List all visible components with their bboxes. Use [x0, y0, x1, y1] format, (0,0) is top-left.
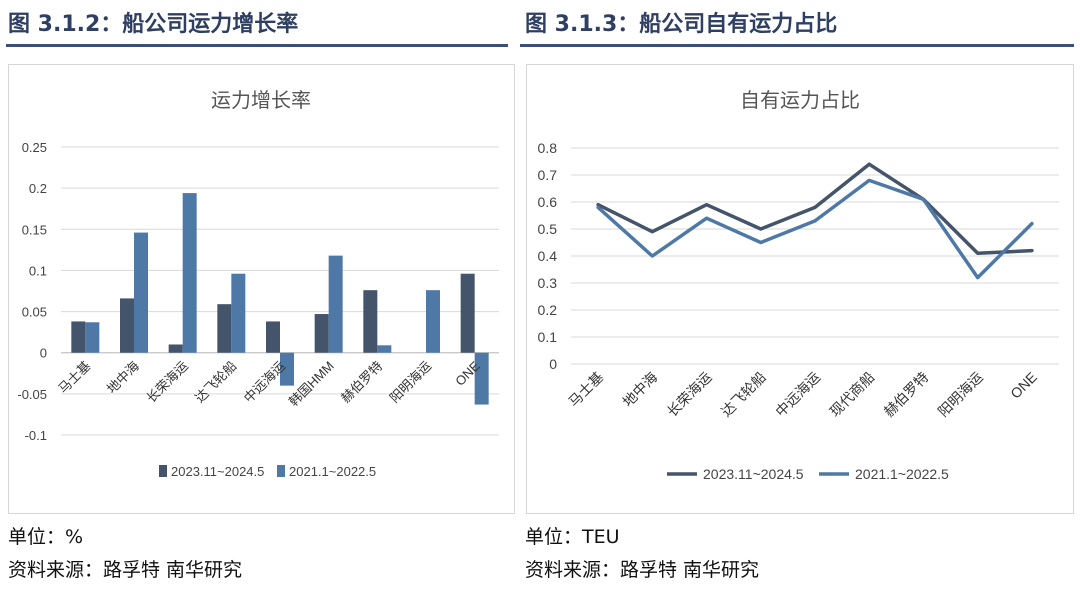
bar [182, 193, 197, 353]
growth-bar-chart: 运力增长率 -0.1 -0.05 0 0.05 0.1 0.15 0.2 0.25 马士基 地中海长… [17, 89, 499, 479]
ratio-line-chart: 自有运力占比 0 0.1 0.2 0.3 0.4 0.5 0.6 0.7 0.8 马士基 地中海 长荣海… [538, 89, 1059, 482]
y-tick-label: -0.05 [17, 387, 47, 402]
series-line [596, 162, 1034, 256]
x-category-label: 长荣海运 [664, 369, 715, 420]
legend-label: 2021.1~2022.5 [855, 466, 949, 482]
right-figure-title: 图 3.1.3：船公司自有运力占比 [525, 12, 838, 37]
right-source-note: 资料来源：路孚特 南华研究 [525, 559, 760, 581]
bar [134, 232, 148, 353]
bar [266, 321, 280, 353]
x-category-label: 马士基 [565, 369, 606, 410]
left-unit-note: 单位：% [8, 526, 84, 548]
bar [168, 344, 183, 353]
y-tick-label: 0.25 [22, 140, 47, 155]
legend-label: 2021.1~2022.5 [289, 464, 376, 479]
y-tick-label: 0.3 [538, 275, 558, 291]
y-tick-label: 0.5 [538, 221, 558, 237]
x-category-label: 赫伯罗特 [338, 358, 385, 405]
chart-title: 自有运力占比 [740, 89, 860, 112]
left-figure-title: 图 3.1.2：船公司运力增长率 [8, 12, 299, 37]
x-category-label: 现代商船 [826, 369, 877, 420]
right-unit-note: 单位：TEU [525, 526, 620, 548]
y-tick-label: 0.1 [538, 329, 558, 345]
y-tick-label: 0.05 [22, 305, 47, 320]
y-tick-label: 0 [40, 346, 47, 361]
y-tick-label: 0.6 [538, 194, 558, 210]
y-tick-label: 0.1 [29, 263, 47, 278]
ratio-chart-panel: 自有运力占比 0 0.1 0.2 0.3 0.4 0.5 0.6 0.7 0.8 马士基 地中海 长荣海… [526, 64, 1074, 514]
legend-label: 2023.11~2024.5 [703, 466, 804, 482]
bar [231, 273, 246, 353]
right-title-rule [520, 44, 1074, 47]
bar [217, 304, 232, 353]
bar [314, 314, 329, 353]
y-tick-label: 0.4 [538, 248, 558, 264]
x-category-label: 地中海 [104, 358, 142, 396]
legend-label: 2023.11~2024.5 [171, 464, 264, 479]
x-category-label: 中远海运 [772, 369, 823, 420]
y-tick-label: -0.1 [25, 428, 47, 443]
x-category-label: 达飞轮船 [718, 369, 769, 420]
x-category-label: 阳明海运 [387, 358, 434, 405]
bar [460, 273, 475, 353]
y-tick-label: 0.15 [22, 222, 47, 237]
left-source-note: 资料来源：路孚特 南华研究 [8, 559, 243, 581]
bar [71, 321, 86, 353]
bar [120, 298, 134, 353]
series-line [596, 178, 1034, 280]
x-category-label: 长荣海运 [143, 358, 190, 405]
y-tick-label: 0.2 [538, 302, 558, 318]
bar [85, 322, 100, 353]
bar [426, 290, 440, 353]
legend-swatch [159, 465, 167, 477]
x-category-label: 地中海 [619, 369, 660, 410]
y-tick-label: 0.7 [538, 167, 558, 183]
y-tick-label: 0.2 [29, 181, 47, 196]
bar [328, 255, 343, 353]
bar [377, 345, 392, 353]
x-category-label: 阳明海运 [935, 369, 986, 420]
x-category-label: 马士基 [55, 358, 93, 396]
bar [474, 352, 489, 405]
x-category-label: 赫伯罗特 [881, 369, 932, 420]
growth-chart-panel: 运力增长率 -0.1 -0.05 0 0.05 0.1 0.15 0.2 0.25 马士基 地中海长… [8, 64, 515, 514]
left-title-rule [6, 44, 508, 47]
x-category-label: 达飞轮船 [192, 358, 239, 405]
legend-swatch [277, 465, 285, 477]
bar [280, 352, 294, 386]
chart-title: 运力增长率 [211, 89, 311, 112]
y-tick-label: 0 [549, 356, 557, 372]
x-category-label: ONE [1007, 369, 1040, 402]
y-tick-label: 0.8 [538, 140, 558, 156]
bar [363, 290, 378, 353]
